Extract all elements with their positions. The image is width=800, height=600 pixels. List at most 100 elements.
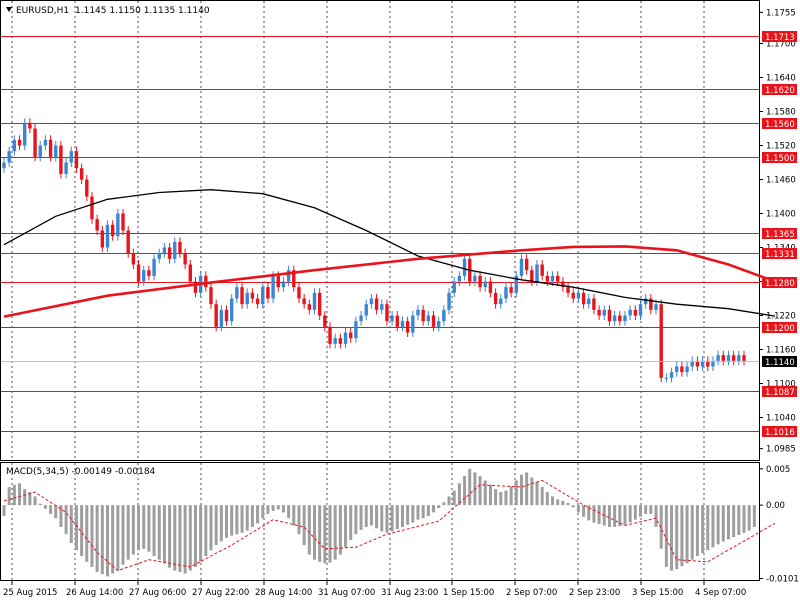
macd-histogram-bar xyxy=(742,505,746,533)
macd-histogram-bar xyxy=(571,505,575,508)
candle-body xyxy=(669,372,674,378)
macd-histogram-bar xyxy=(64,505,68,535)
candle-body xyxy=(706,360,710,367)
candle-body xyxy=(509,287,513,293)
macd-histogram-bar xyxy=(525,472,529,506)
macd-histogram-bar xyxy=(209,505,213,551)
candle-body xyxy=(571,292,575,299)
candle-body xyxy=(281,281,286,288)
macd-histogram-bar xyxy=(49,505,53,514)
candle-body xyxy=(312,292,317,310)
macd-histogram-bar xyxy=(390,505,394,532)
level-label-text: 1.1087 xyxy=(765,388,795,398)
candle-body xyxy=(224,309,229,322)
price-tick-label: 1.1220 xyxy=(766,312,796,322)
candle-body xyxy=(33,128,37,157)
price-panel[interactable]: EURUSD,H1 1.1145 1.1150 1.1135 1.1140 xyxy=(0,0,776,461)
time-tick-label: 4 Sep 07:00 xyxy=(695,588,746,598)
macd-histogram-bar xyxy=(204,505,208,557)
macd-histogram-bar xyxy=(287,505,291,519)
candle-body xyxy=(581,292,586,305)
macd-histogram-bar xyxy=(597,505,601,525)
candle-body xyxy=(421,309,425,322)
macd-histogram-bar xyxy=(344,505,348,548)
time-tick-label: 3 Sep 15:00 xyxy=(632,588,683,598)
candle-body xyxy=(675,366,679,373)
macd-histogram-bar xyxy=(587,505,591,521)
price-tick-label: 1.1520 xyxy=(766,142,796,152)
macd-histogram-bar xyxy=(644,505,648,514)
symbol-label: EURUSD,H1 xyxy=(16,6,69,16)
level-label-text: 1.1560 xyxy=(765,120,795,130)
candle-body xyxy=(64,162,68,174)
candle-body xyxy=(654,304,658,310)
candle-body xyxy=(173,241,177,259)
candle-body xyxy=(649,298,653,310)
time-gridlines xyxy=(11,1,705,460)
macd-histogram-bar xyxy=(307,505,311,555)
level-label-box xyxy=(762,248,797,259)
level-label-text: 1.1620 xyxy=(765,86,795,96)
macd-histogram-bar xyxy=(157,505,161,560)
macd-histogram-bar xyxy=(623,505,627,525)
macd-tick-label: 0.00 xyxy=(766,501,785,511)
candle-body xyxy=(690,360,694,367)
candle-body xyxy=(214,304,218,327)
price-tick-label: 1.1160 xyxy=(766,346,796,356)
macd-histogram-bar xyxy=(556,499,560,506)
candle-body xyxy=(442,309,446,322)
candle-body xyxy=(483,281,487,288)
candle-body xyxy=(638,304,643,316)
candle-body xyxy=(297,287,301,299)
macd-histogram-bar xyxy=(566,502,570,506)
macd-panel[interactable]: MACD(5,34,5) -0.00149 -0.00184 0.0050.00… xyxy=(0,462,799,585)
candle-body xyxy=(323,315,327,327)
time-axis[interactable]: 25 Aug 2015 26 Aug 14:00 27 Aug 06:00 27 Au… xyxy=(3,581,746,598)
macd-histogram-bar xyxy=(33,496,37,506)
chart-header: EURUSD,H1 1.1145 1.1150 1.1135 1.1140 xyxy=(6,6,210,16)
macd-histogram-bar xyxy=(266,505,270,514)
candle-body xyxy=(721,355,726,361)
price-tick-label: 1.1755 xyxy=(766,8,796,18)
candle-body xyxy=(250,292,255,299)
candle-body xyxy=(659,304,663,378)
candle-body xyxy=(74,151,79,169)
candle-body xyxy=(147,270,151,276)
macd-histogram-bar xyxy=(457,483,461,506)
candle-body xyxy=(59,145,63,174)
candle-body xyxy=(235,287,239,299)
time-tick-label: 25 Aug 2015 xyxy=(3,588,57,598)
price-tick-label: 1.1400 xyxy=(766,210,796,220)
candle-body xyxy=(110,224,115,237)
candle-body xyxy=(354,321,358,339)
level-label-box xyxy=(762,152,797,163)
macd-histogram-bar xyxy=(256,505,260,524)
macd-histogram-bar xyxy=(38,503,42,506)
level-label-text: 1.1713 xyxy=(765,33,795,43)
time-tick-label: 2 Sep 23:00 xyxy=(569,588,620,598)
macd-histogram-bar xyxy=(7,486,11,506)
level-label-box xyxy=(762,426,797,437)
macd-histogram-bar xyxy=(411,505,415,523)
candle-body xyxy=(607,309,612,322)
candle-body xyxy=(369,298,374,305)
macd-histogram-bar xyxy=(59,505,63,527)
chart-menu-triangle-icon[interactable] xyxy=(6,7,12,12)
candle-body xyxy=(136,264,141,282)
level-label-box xyxy=(762,277,797,288)
macd-histogram-bar xyxy=(639,505,643,517)
macd-histogram-bar xyxy=(607,505,611,527)
candle-body xyxy=(229,298,234,322)
price-axis[interactable]: 1.1755 1.1700 1.1640 1.1580 1.1520 1.1460 1.14… xyxy=(759,8,797,455)
macd-histogram-bar xyxy=(540,486,544,506)
candle-body xyxy=(628,309,632,316)
candle-body xyxy=(685,366,689,373)
candle-body xyxy=(680,366,684,373)
candle-body xyxy=(452,281,456,293)
moving-average-fast-line xyxy=(3,189,776,317)
macd-histogram-bar xyxy=(276,505,280,510)
macd-histogram-bar xyxy=(726,505,730,540)
macd-histogram-bar xyxy=(111,505,115,574)
candle-body xyxy=(374,298,379,310)
candle-body xyxy=(286,270,291,282)
